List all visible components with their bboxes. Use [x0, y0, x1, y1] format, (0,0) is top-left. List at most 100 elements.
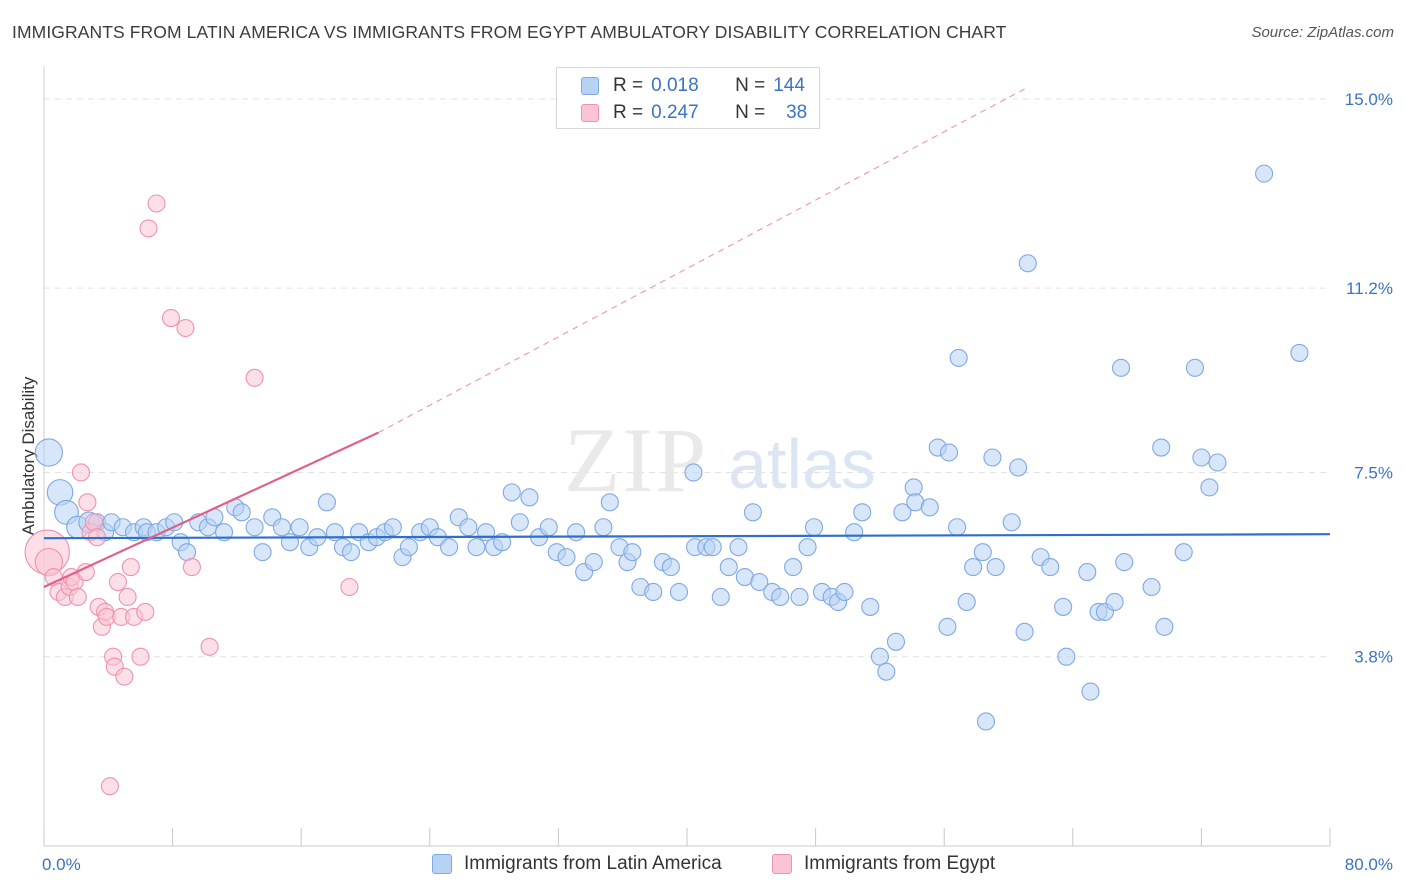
r-label: R = — [613, 75, 644, 96]
latin-america-point-71 — [669, 582, 689, 602]
y-tick-labels: 3.8% 7.5% 11.2% 15.0% — [1345, 90, 1393, 667]
latin-america-point-63 — [600, 493, 619, 512]
x-tick-labels: 0.0% 80.0% — [42, 855, 1393, 874]
latin-america-point-66 — [623, 543, 642, 562]
n-value: 144 — [773, 75, 805, 96]
latin-america-point-83 — [771, 587, 790, 607]
stats-legend: R = 0.018 N = 144 R = 0.247 N = 38 — [556, 67, 820, 129]
latin-america-point-34 — [341, 543, 361, 562]
latin-america-point-98 — [893, 503, 912, 522]
latin-america-point-108 — [964, 558, 983, 577]
egypt-points — [24, 194, 359, 796]
latin-america-point-126 — [1111, 358, 1131, 377]
latin-america-point-97 — [886, 632, 906, 651]
latin-america-point-80 — [743, 503, 762, 522]
latin-america-point-77 — [719, 558, 738, 577]
latin-america-point-85 — [790, 587, 809, 607]
latin-america-point-109 — [973, 543, 992, 562]
egypt-point-35 — [200, 637, 219, 656]
r-value: 0.018 — [651, 75, 699, 96]
latin-america-point-119 — [1054, 597, 1073, 616]
latin-america-point-103 — [939, 443, 959, 462]
n-label: N = — [735, 75, 766, 96]
egypt-point-26 — [121, 558, 140, 577]
latin-america-point-132 — [1185, 358, 1205, 377]
latin-america-point-26 — [272, 518, 291, 537]
latin-america-point-86 — [798, 538, 817, 557]
n-label: N = — [735, 102, 766, 123]
latin-america-point-115 — [1015, 622, 1034, 641]
stats-row-latin-america: R = 0.018 N = 144 — [581, 74, 805, 98]
latin-america-point-56 — [539, 518, 558, 537]
egypt-point-25 — [118, 587, 137, 607]
pink-legend-swatch — [772, 854, 792, 874]
latin-america-point-87 — [804, 518, 824, 537]
latin-america-point-127 — [1115, 553, 1134, 572]
y-axis-label-group: Ambulatory Disability — [19, 376, 38, 535]
latin-america-point-14 — [165, 513, 184, 532]
egypt-point-37 — [340, 577, 359, 597]
latin-america-point-104 — [938, 617, 957, 636]
watermark-atlas: atlas — [728, 425, 876, 503]
latin-america-point-58 — [557, 548, 576, 567]
latin-america-point-27 — [280, 533, 299, 552]
egypt-point-22 — [108, 572, 127, 592]
latin-america-point-45 — [440, 538, 459, 557]
egypt-trend-line — [43, 431, 379, 589]
latin-america-point-114 — [1009, 458, 1028, 477]
r-label: R = — [613, 102, 644, 123]
legend-label-egypt: Immigrants from Egypt — [804, 853, 996, 874]
latin-america-point-130 — [1155, 617, 1174, 636]
latin-america-point-134 — [1200, 478, 1219, 497]
egypt-point-29 — [136, 602, 155, 621]
latin-america-point-31 — [317, 493, 336, 512]
r-value: 0.247 — [651, 102, 699, 123]
legend-item-latin-america: Immigrants from Latin America — [432, 851, 722, 877]
latin-america-point-59 — [567, 523, 586, 542]
egypt-point-28 — [131, 647, 150, 666]
latin-america-point-54 — [520, 488, 539, 507]
watermark: ZIP atlas — [564, 409, 876, 511]
y-axis-label: Ambulatory Disability — [19, 376, 38, 535]
latin-america-point-23 — [245, 518, 264, 537]
y-tick-label-0: 3.8% — [1354, 648, 1393, 667]
latin-america-point-62 — [594, 518, 613, 537]
latin-america-point-70 — [661, 558, 680, 577]
latin-america-point-75 — [703, 538, 722, 557]
egypt-point-36 — [245, 368, 264, 387]
latin-america-point-116 — [1018, 254, 1037, 273]
latin-america-point-131 — [1174, 543, 1193, 562]
egypt-trend-extension-line — [378, 88, 1025, 434]
latin-america-point-93 — [853, 503, 872, 522]
latin-america-point-49 — [477, 523, 496, 542]
latin-america-point-99 — [904, 478, 923, 497]
latin-america-point-128 — [1142, 577, 1161, 597]
latin-america-point-120 — [1057, 647, 1076, 666]
latin-america-point-0 — [34, 438, 63, 467]
x-tick-label-min: 0.0% — [42, 855, 81, 874]
egypt-point-32 — [161, 309, 181, 328]
latin-america-point-24 — [253, 543, 272, 562]
latin-america-point-51 — [493, 533, 512, 552]
y-tick-label-1: 7.5% — [1354, 463, 1393, 482]
latin-america-point-39 — [383, 518, 402, 537]
latin-america-point-133 — [1192, 448, 1211, 467]
blue-legend-swatch — [432, 854, 452, 874]
egypt-point-34 — [182, 558, 201, 577]
latin-america-point-53 — [510, 513, 529, 532]
latin-america-point-96 — [877, 662, 896, 681]
latin-america-point-91 — [835, 582, 854, 602]
latin-america-point-16 — [178, 543, 197, 562]
latin-america-point-48 — [467, 538, 486, 557]
n-value: 38 — [786, 102, 808, 123]
egypt-point-8 — [68, 587, 87, 607]
latin-america-point-112 — [986, 558, 1005, 577]
latin-america-point-129 — [1152, 438, 1171, 457]
latin-america-point-137 — [1290, 343, 1309, 362]
latin-america-point-22 — [232, 503, 251, 522]
egypt-point-9 — [71, 463, 91, 482]
pink-swatch — [581, 104, 599, 122]
y-tick-label-2: 11.2% — [1346, 279, 1393, 298]
latin-america-point-72 — [684, 463, 703, 482]
